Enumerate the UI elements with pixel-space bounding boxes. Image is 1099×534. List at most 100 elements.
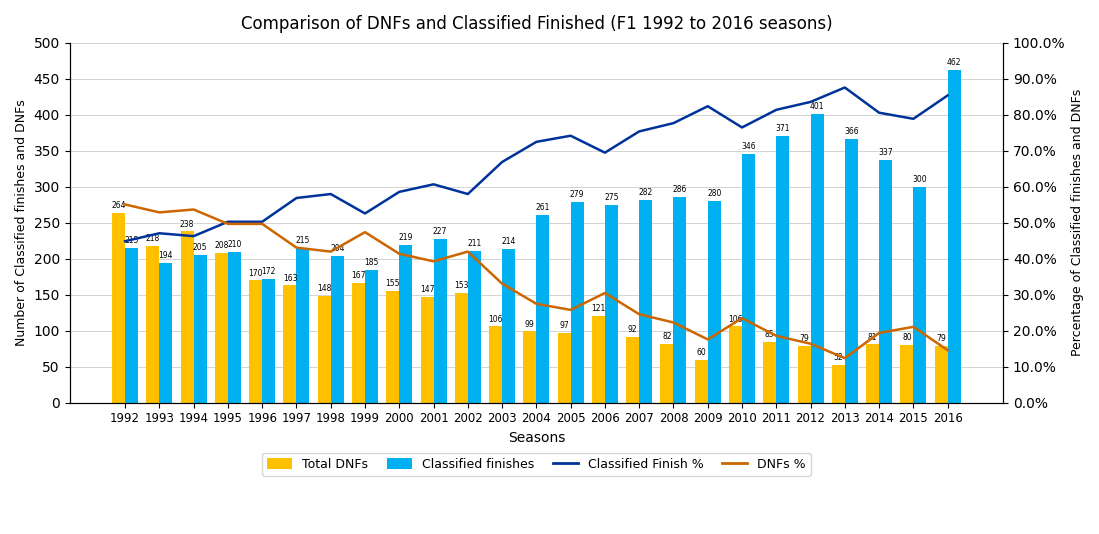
Classified Finish %	[392, 189, 406, 195]
Text: 167: 167	[352, 271, 366, 280]
Classified Finish %	[221, 218, 234, 225]
Bar	[811, 114, 823, 403]
Classified Finish %	[769, 107, 782, 113]
Bar	[742, 154, 755, 403]
DNFs %	[153, 209, 166, 216]
Bar	[249, 280, 263, 403]
Text: 462: 462	[947, 58, 962, 67]
Text: 366: 366	[844, 128, 858, 137]
Y-axis label: Number of Classified finishes and DNFs: Number of Classified finishes and DNFs	[15, 99, 27, 346]
Classified Finish %	[839, 84, 852, 91]
Text: 215: 215	[124, 236, 138, 245]
Bar	[399, 245, 412, 403]
Text: 227: 227	[433, 227, 447, 237]
Text: 82: 82	[663, 332, 671, 341]
Bar	[592, 316, 604, 403]
DNFs %	[769, 333, 782, 339]
Text: 261: 261	[535, 203, 551, 212]
Text: 97: 97	[559, 321, 569, 330]
Text: 79: 79	[799, 334, 809, 343]
Text: 185: 185	[365, 258, 379, 266]
DNFs %	[804, 341, 818, 347]
Text: 264: 264	[111, 201, 126, 210]
Text: 211: 211	[467, 239, 481, 248]
DNFs %	[221, 221, 234, 227]
DNFs %	[462, 248, 475, 255]
DNFs %	[873, 329, 886, 336]
Classified Finish %	[119, 238, 132, 245]
Bar	[112, 213, 125, 403]
Y-axis label: Percentage of Classified finishes and DNFs: Percentage of Classified finishes and DN…	[1072, 89, 1084, 356]
DNFs %	[701, 336, 714, 343]
Classified Finish %	[564, 132, 577, 139]
Text: 52: 52	[833, 354, 843, 363]
Text: 92: 92	[628, 325, 637, 334]
Classified Finish %	[633, 128, 646, 135]
Bar	[421, 297, 434, 403]
Bar	[159, 263, 173, 403]
Classified Finish %	[667, 120, 680, 127]
Bar	[947, 70, 961, 403]
Text: 172: 172	[262, 267, 276, 276]
Text: 214: 214	[501, 237, 515, 246]
DNFs %	[633, 311, 646, 317]
Bar	[536, 215, 550, 403]
Title: Comparison of DNFs and Classified Finished (F1 1992 to 2016 seasons): Comparison of DNFs and Classified Finish…	[241, 15, 832, 33]
Bar	[798, 346, 811, 403]
DNFs %	[564, 307, 577, 313]
Classified Finish %	[462, 191, 475, 197]
Bar	[455, 293, 468, 403]
Text: 210: 210	[227, 240, 242, 249]
Bar	[297, 248, 310, 403]
Text: 106: 106	[729, 315, 743, 324]
DNFs %	[290, 245, 303, 251]
Text: 205: 205	[193, 244, 208, 253]
Text: 153: 153	[454, 281, 468, 290]
Classified Finish %	[735, 124, 748, 131]
Text: 80: 80	[902, 333, 912, 342]
Bar	[900, 345, 913, 403]
Bar	[674, 197, 687, 403]
Bar	[557, 333, 570, 403]
Bar	[764, 342, 776, 403]
Classified Finish %	[873, 109, 886, 116]
Bar	[604, 205, 618, 403]
Text: 81: 81	[868, 333, 877, 342]
Text: 85: 85	[765, 329, 775, 339]
Bar	[365, 270, 378, 403]
Text: 106: 106	[488, 315, 503, 324]
Text: 163: 163	[282, 273, 297, 282]
Bar	[502, 249, 515, 403]
Bar	[640, 200, 652, 403]
Bar	[695, 359, 708, 403]
Classified Finish %	[496, 159, 509, 165]
Classified Finish %	[187, 233, 200, 239]
Classified Finish %	[358, 210, 371, 217]
Text: 204: 204	[330, 244, 344, 253]
Bar	[284, 286, 297, 403]
Text: 79: 79	[936, 334, 946, 343]
DNFs %	[496, 280, 509, 287]
Legend: Total DNFs, Classified finishes, Classified Finish %, DNFs %: Total DNFs, Classified finishes, Classif…	[262, 453, 811, 476]
Text: 215: 215	[296, 236, 310, 245]
Bar	[386, 291, 399, 403]
Classified Finish %	[701, 103, 714, 109]
Bar	[489, 326, 502, 403]
Bar	[146, 246, 159, 403]
Bar	[879, 160, 892, 403]
DNFs %	[358, 229, 371, 235]
Bar	[434, 239, 446, 403]
Classified Finish %	[907, 116, 920, 122]
DNFs %	[735, 315, 748, 321]
Bar	[660, 344, 674, 403]
Bar	[468, 251, 481, 403]
Classified Finish %	[598, 150, 611, 156]
Text: 219: 219	[399, 233, 413, 242]
Bar	[708, 201, 721, 403]
Bar	[227, 252, 241, 403]
Bar	[913, 187, 926, 403]
Bar	[318, 296, 331, 403]
Bar	[570, 202, 584, 403]
DNFs %	[839, 355, 852, 362]
Bar	[776, 136, 789, 403]
